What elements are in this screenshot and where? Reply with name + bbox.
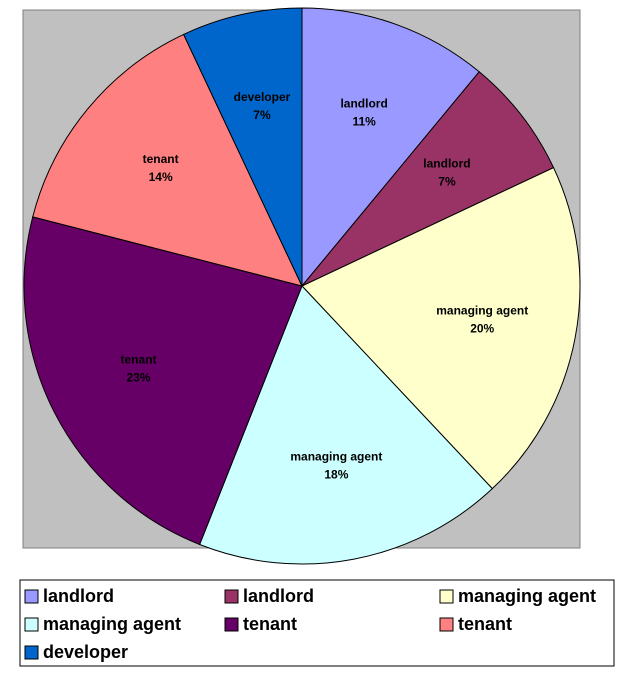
pie-slice <box>32 33 303 287</box>
pie-slice <box>301 71 555 287</box>
slice-label-name: tenant <box>121 352 157 366</box>
legend-swatch <box>24 617 39 632</box>
slice-label-value: 20% <box>470 322 494 336</box>
legend-swatch <box>24 645 39 660</box>
legend-swatch <box>224 589 239 604</box>
legend-swatch <box>24 589 39 604</box>
legend-label: managing agent <box>458 586 596 606</box>
slice-label-name: landlord <box>340 97 387 111</box>
legend-label: landlord <box>43 586 114 606</box>
slice-label-value: 7% <box>253 108 271 122</box>
legend-label: tenant <box>243 614 297 634</box>
slice-label-value: 11% <box>352 115 376 129</box>
legend-swatch <box>439 589 454 604</box>
legend-box <box>19 579 615 667</box>
slice-label-value: 18% <box>324 467 348 481</box>
pie-slice <box>301 166 581 490</box>
slice-label-value: 23% <box>127 370 151 384</box>
pie-slice <box>23 216 303 546</box>
slice-label-name: managing agent <box>290 449 382 463</box>
pie-slice <box>199 285 494 565</box>
legend-swatch <box>224 617 239 632</box>
pie-slice <box>182 7 303 287</box>
legend-label: tenant <box>458 614 512 634</box>
legend-label: developer <box>43 642 128 662</box>
slice-label-value: 7% <box>438 175 456 189</box>
slice-label-name: managing agent <box>436 304 528 318</box>
slice-label-name: developer <box>234 90 291 104</box>
legend-label: landlord <box>243 586 314 606</box>
slice-label-name: tenant <box>143 152 179 166</box>
legend-swatch <box>439 617 454 632</box>
slice-label-value: 14% <box>149 170 173 184</box>
pie-slice <box>301 7 480 288</box>
slice-label-name: landlord <box>423 157 470 171</box>
legend-label: managing agent <box>43 614 181 634</box>
